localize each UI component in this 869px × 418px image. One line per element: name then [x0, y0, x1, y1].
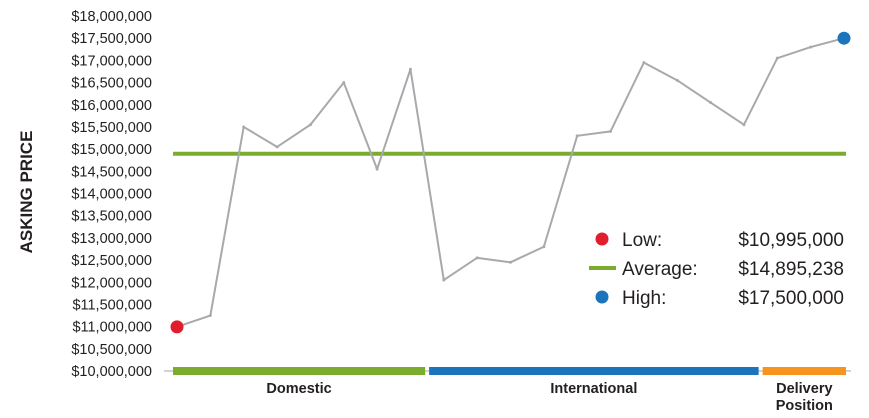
category-bars: [173, 367, 846, 375]
data-point: [509, 260, 512, 264]
data-point: [675, 78, 679, 82]
legend-value: $14,895,238: [738, 259, 844, 280]
low-marker: [170, 320, 184, 334]
y-tick-label: $15,500,000: [71, 120, 152, 136]
data-point: [742, 123, 746, 127]
y-tick-label: $17,500,000: [71, 31, 152, 47]
legend-value: $17,500,000: [738, 288, 844, 309]
data-point: [275, 145, 279, 149]
category-label: International: [550, 381, 637, 397]
y-tick-label: $14,000,000: [71, 187, 152, 203]
category-label-line: Position: [776, 398, 833, 414]
category-bar-2: [762, 367, 846, 375]
data-point: [375, 167, 379, 171]
y-tick-label: $17,000,000: [71, 53, 152, 69]
y-tick-label: $13,500,000: [71, 209, 152, 225]
data-point: [542, 245, 546, 249]
y-tick-label: $16,500,000: [71, 76, 152, 92]
data-point: [642, 61, 646, 65]
category-bar-0: [173, 367, 426, 375]
data-point: [609, 129, 613, 133]
extreme-markers: [170, 31, 851, 334]
y-tick-label: $12,000,000: [71, 275, 152, 291]
category-label-line: Delivery: [776, 381, 832, 397]
y-tick-label: $10,000,000: [71, 364, 152, 380]
legend-label: High:: [622, 288, 666, 309]
legend-dot-marker: [595, 232, 609, 246]
legend: Low: $10,995,000 Average: $14,895,238 High: $…: [589, 230, 844, 309]
data-point: [308, 123, 312, 127]
y-axis-label: ASKING PRICE: [17, 131, 36, 254]
y-tick-label: $14,500,000: [71, 164, 152, 180]
price-series: [175, 36, 846, 329]
data-point: [809, 45, 813, 49]
data-point: [475, 256, 479, 260]
y-tick-label: $15,000,000: [71, 142, 152, 158]
y-tick-label: $11,500,000: [72, 297, 152, 313]
category-label: Domestic: [266, 381, 331, 397]
y-tick-label: $18,000,000: [71, 9, 152, 25]
legend-label: Average:: [622, 259, 698, 280]
data-point: [709, 101, 713, 105]
y-tick-label: $11,000,000: [72, 320, 152, 336]
y-tick-label: $13,000,000: [71, 231, 152, 247]
data-point: [575, 134, 579, 138]
y-axis-ticks: $10,000,000 $10,500,000 $11,000,000 $11,500…: [71, 9, 152, 380]
data-point: [242, 125, 246, 129]
data-point: [208, 314, 212, 318]
legend-label: Low:: [622, 230, 662, 251]
high-marker: [837, 31, 851, 45]
y-tick-label: $10,500,000: [71, 342, 152, 358]
y-tick-label: $16,000,000: [71, 98, 152, 114]
legend-value: $10,995,000: [738, 230, 844, 251]
legend-dot-marker: [595, 290, 609, 304]
data-point: [408, 67, 412, 71]
data-point: [775, 56, 779, 60]
category-bar-1: [429, 367, 759, 375]
data-point: [342, 81, 346, 85]
data-point: [442, 278, 446, 282]
price-line: [176, 37, 845, 328]
y-tick-label: $12,500,000: [71, 253, 152, 269]
